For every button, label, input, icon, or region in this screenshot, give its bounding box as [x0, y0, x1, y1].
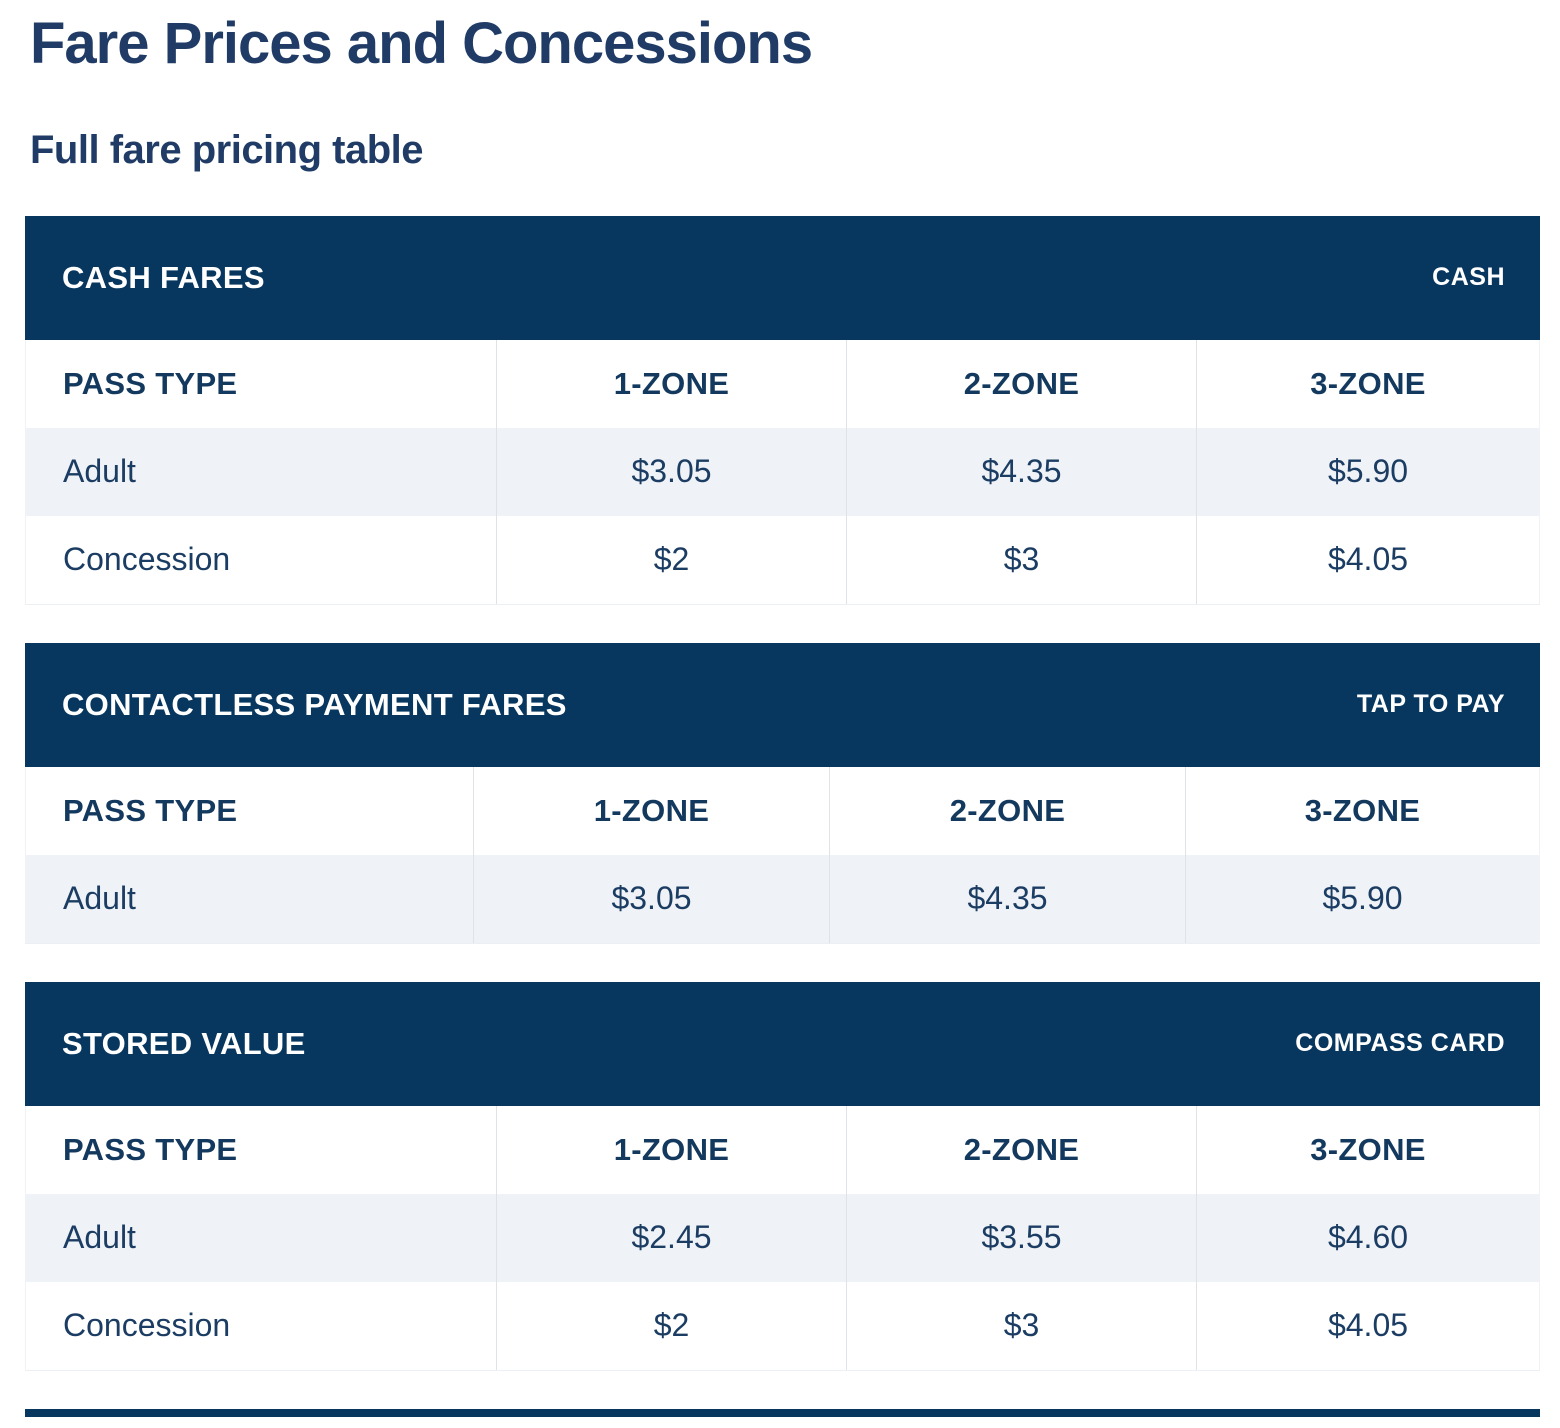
next-table-header-partial [25, 1408, 1540, 1417]
fare-cell: $2.45 [496, 1193, 846, 1282]
table-body: PASS TYPE 1-ZONE 2-ZONE 3-ZONE Adult $3.… [25, 339, 1540, 605]
fare-cell: $3 [846, 1281, 1196, 1370]
fare-cell: $3.55 [846, 1193, 1196, 1282]
fare-cell: $2 [496, 1281, 846, 1370]
page-subtitle: Full fare pricing table [30, 127, 424, 172]
payment-method-badge: COMPASS CARD [1295, 1029, 1505, 1058]
column-header-row: PASS TYPE 1-ZONE 2-ZONE 3-ZONE [26, 766, 1539, 855]
column-header-2-zone: 2-ZONE [846, 339, 1196, 428]
column-header-row: PASS TYPE 1-ZONE 2-ZONE 3-ZONE [26, 1105, 1539, 1194]
payment-method-badge: TAP TO PAY [1356, 690, 1505, 719]
pass-type-cell: Adult [63, 1219, 136, 1256]
table-row-adult: Adult $2.45 $3.55 $4.60 [26, 1193, 1539, 1282]
table-row-concession: Concession $2 $3 $4.05 [26, 1281, 1539, 1370]
fare-cell: $3.05 [473, 854, 829, 943]
table-header-bar: CONTACTLESS PAYMENT FARES TAP TO PAY [25, 642, 1540, 767]
fare-cell: $5.90 [1185, 854, 1539, 943]
column-header-3-zone: 3-ZONE [1185, 766, 1539, 855]
column-header-1-zone: 1-ZONE [496, 1105, 846, 1194]
table-title: STORED VALUE [62, 1025, 306, 1061]
fare-cell: $3 [846, 515, 1196, 604]
table-header-bar: CASH FARES CASH [25, 215, 1540, 340]
column-header-1-zone: 1-ZONE [496, 339, 846, 428]
column-header-row: PASS TYPE 1-ZONE 2-ZONE 3-ZONE [26, 339, 1539, 428]
fare-cell: $4.35 [829, 854, 1185, 943]
column-header-pass-type: PASS TYPE [63, 365, 238, 401]
fare-table-stored-value: STORED VALUE COMPASS CARD PASS TYPE 1-ZO… [25, 981, 1540, 1371]
fare-cell: $4.35 [846, 427, 1196, 516]
pass-type-cell: Concession [63, 541, 231, 578]
fare-table-cash: CASH FARES CASH PASS TYPE 1-ZONE 2-ZONE … [25, 215, 1540, 605]
column-header-pass-type: PASS TYPE [63, 792, 238, 828]
payment-method-badge: CASH [1432, 263, 1505, 292]
pass-type-cell: Adult [63, 880, 136, 917]
fare-cell: $3.05 [496, 427, 846, 516]
fare-cell: $4.05 [1196, 1281, 1539, 1370]
fare-cell: $4.60 [1196, 1193, 1539, 1282]
table-row-adult: Adult $3.05 $4.35 $5.90 [26, 854, 1539, 943]
pass-type-cell: Adult [63, 453, 136, 490]
column-header-3-zone: 3-ZONE [1196, 1105, 1539, 1194]
column-header-3-zone: 3-ZONE [1196, 339, 1539, 428]
table-header-bar: STORED VALUE COMPASS CARD [25, 981, 1540, 1106]
column-header-2-zone: 2-ZONE [829, 766, 1185, 855]
table-title: CASH FARES [62, 259, 265, 295]
fare-cell: $2 [496, 515, 846, 604]
table-body: PASS TYPE 1-ZONE 2-ZONE 3-ZONE Adult $3.… [25, 766, 1540, 944]
table-row-concession: Concession $2 $3 $4.05 [26, 515, 1539, 604]
fare-cell: $4.05 [1196, 515, 1539, 604]
fare-cell: $5.90 [1196, 427, 1539, 516]
column-header-1-zone: 1-ZONE [473, 766, 829, 855]
column-header-2-zone: 2-ZONE [846, 1105, 1196, 1194]
fare-table-contactless: CONTACTLESS PAYMENT FARES TAP TO PAY PAS… [25, 642, 1540, 944]
pass-type-cell: Concession [63, 1307, 231, 1344]
table-title: CONTACTLESS PAYMENT FARES [62, 686, 567, 722]
table-row-adult: Adult $3.05 $4.35 $5.90 [26, 427, 1539, 516]
column-header-pass-type: PASS TYPE [63, 1131, 238, 1167]
page-title: Fare Prices and Concessions [30, 11, 813, 76]
table-body: PASS TYPE 1-ZONE 2-ZONE 3-ZONE Adult $2.… [25, 1105, 1540, 1371]
